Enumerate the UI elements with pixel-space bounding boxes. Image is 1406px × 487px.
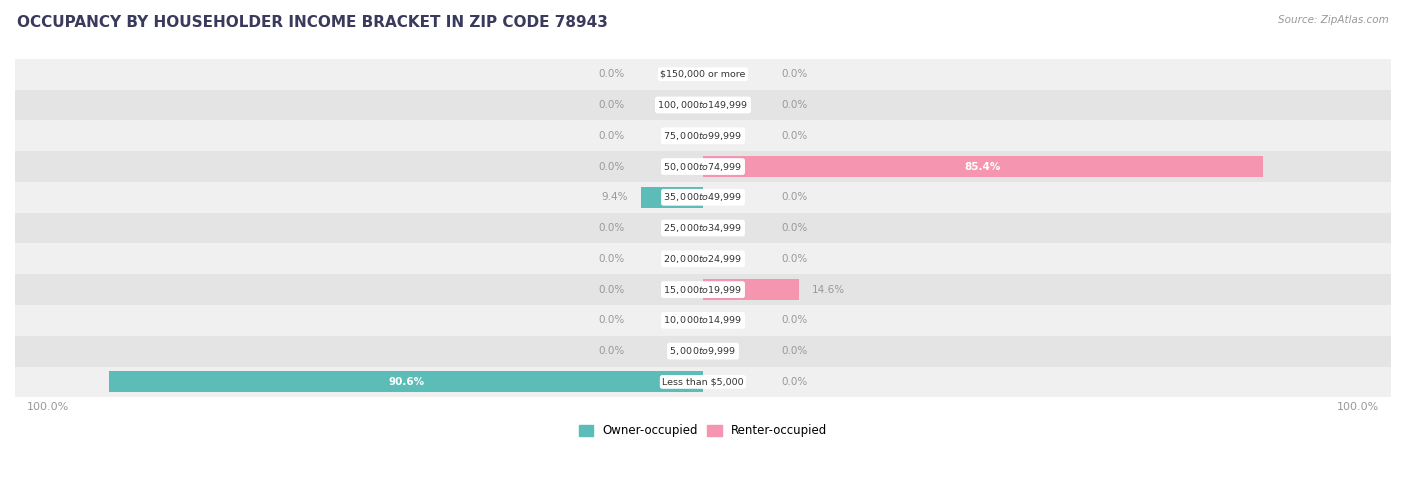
Bar bbox=[15, 274, 1391, 305]
Text: $20,000 to $24,999: $20,000 to $24,999 bbox=[664, 253, 742, 265]
Text: 90.6%: 90.6% bbox=[388, 377, 425, 387]
Text: 0.0%: 0.0% bbox=[782, 316, 808, 325]
Text: 0.0%: 0.0% bbox=[782, 254, 808, 264]
Text: $75,000 to $99,999: $75,000 to $99,999 bbox=[664, 130, 742, 142]
Text: 0.0%: 0.0% bbox=[782, 69, 808, 79]
Bar bbox=[15, 244, 1391, 274]
Text: $150,000 or more: $150,000 or more bbox=[661, 70, 745, 79]
Text: 0.0%: 0.0% bbox=[782, 131, 808, 141]
Text: $50,000 to $74,999: $50,000 to $74,999 bbox=[664, 161, 742, 172]
Text: Less than $5,000: Less than $5,000 bbox=[662, 377, 744, 386]
Bar bbox=[15, 336, 1391, 367]
Bar bbox=[15, 182, 1391, 213]
Text: 0.0%: 0.0% bbox=[598, 316, 624, 325]
Bar bbox=[15, 367, 1391, 397]
Text: $15,000 to $19,999: $15,000 to $19,999 bbox=[664, 283, 742, 296]
Bar bbox=[15, 305, 1391, 336]
Bar bbox=[15, 151, 1391, 182]
Bar bbox=[15, 213, 1391, 244]
Text: OCCUPANCY BY HOUSEHOLDER INCOME BRACKET IN ZIP CODE 78943: OCCUPANCY BY HOUSEHOLDER INCOME BRACKET … bbox=[17, 15, 607, 30]
Bar bbox=[15, 59, 1391, 90]
Text: 0.0%: 0.0% bbox=[598, 100, 624, 110]
Text: 0.0%: 0.0% bbox=[782, 100, 808, 110]
Text: 0.0%: 0.0% bbox=[598, 69, 624, 79]
Text: 0.0%: 0.0% bbox=[598, 346, 624, 356]
Text: 0.0%: 0.0% bbox=[598, 162, 624, 171]
Bar bbox=[15, 90, 1391, 120]
Text: $35,000 to $49,999: $35,000 to $49,999 bbox=[664, 191, 742, 203]
Bar bbox=[703, 279, 799, 300]
Bar bbox=[703, 156, 1263, 177]
Text: Source: ZipAtlas.com: Source: ZipAtlas.com bbox=[1278, 15, 1389, 25]
Text: 0.0%: 0.0% bbox=[782, 223, 808, 233]
Text: 0.0%: 0.0% bbox=[782, 346, 808, 356]
Text: 0.0%: 0.0% bbox=[782, 192, 808, 202]
Text: $5,000 to $9,999: $5,000 to $9,999 bbox=[669, 345, 737, 357]
Bar bbox=[15, 120, 1391, 151]
Bar bbox=[110, 372, 703, 393]
Text: $100,000 to $149,999: $100,000 to $149,999 bbox=[658, 99, 748, 111]
Text: 0.0%: 0.0% bbox=[598, 284, 624, 295]
Text: 9.4%: 9.4% bbox=[602, 192, 628, 202]
Text: 0.0%: 0.0% bbox=[598, 223, 624, 233]
Bar bbox=[641, 187, 703, 208]
Text: $25,000 to $34,999: $25,000 to $34,999 bbox=[664, 222, 742, 234]
Text: 0.0%: 0.0% bbox=[598, 254, 624, 264]
Text: 0.0%: 0.0% bbox=[598, 131, 624, 141]
Text: 0.0%: 0.0% bbox=[782, 377, 808, 387]
Text: $10,000 to $14,999: $10,000 to $14,999 bbox=[664, 315, 742, 326]
Legend: Owner-occupied, Renter-occupied: Owner-occupied, Renter-occupied bbox=[574, 420, 832, 442]
Text: 14.6%: 14.6% bbox=[811, 284, 845, 295]
Text: 85.4%: 85.4% bbox=[965, 162, 1001, 171]
